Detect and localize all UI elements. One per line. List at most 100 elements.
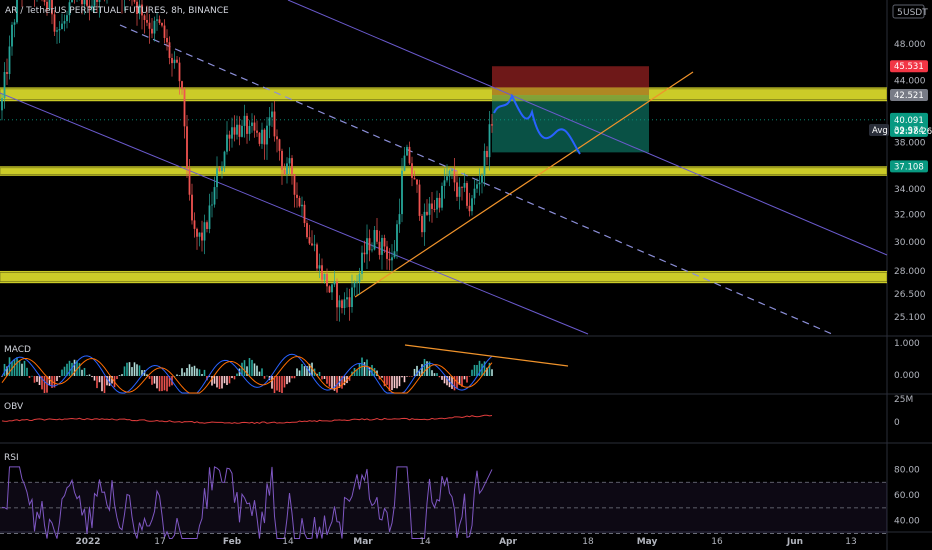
macd-histogram-bar [413,368,416,376]
trend-lines[interactable] [0,0,888,335]
macd-histogram-bar [1,376,3,377]
obv-label: OBV [4,402,24,412]
macd-histogram-bar [256,365,258,376]
candle-body [446,176,448,181]
candle-body [431,203,433,209]
candle-body [391,257,393,261]
time-tick-label: Jun [786,537,803,547]
macd-histogram-bar [3,363,6,376]
macd-histogram-bar [98,376,101,383]
candle-body [411,163,413,178]
candle-body [253,122,256,131]
signal-line [1,356,493,394]
candle-body [401,170,403,215]
macd-histogram-bar [468,376,471,377]
macd-histogram-bar [478,360,481,376]
symbol-title: AR / TetherUS PERPETUAL FUTURES, 8h, BIN… [5,6,229,16]
macd-histogram-bar [223,376,226,384]
time-tick-label: 18 [582,537,594,547]
time-tick-label: 14 [419,537,431,547]
macd-histogram-bar [248,358,251,376]
candle-body [316,244,318,269]
macd-histogram-bar [293,376,296,379]
time-axis[interactable]: 2022 17 Feb 14 Mar 14 Apr 18 May 16 Jun 13 [75,537,856,547]
macd-histogram-bar [181,368,183,376]
candle-body [171,58,173,64]
entry-badge [890,89,928,102]
candle-body [168,42,171,59]
time-tick-label: 14 [282,537,294,547]
macd-histogram-bar [443,376,446,384]
candle-body [293,174,296,195]
candle-body [331,284,333,293]
candle-body [271,111,273,118]
macd-histogram-bar [111,376,113,384]
candle-body [16,0,18,23]
candle-body [231,127,233,139]
macd-histogram-bar [446,376,448,386]
candle-body [1,98,3,111]
candle-body [313,244,316,246]
macd-histogram-bar [333,376,336,391]
macd-histogram-bar [78,363,81,376]
macd-histogram-bar [486,367,488,376]
macd-histogram-bar [143,370,146,376]
macd-histogram-bar [366,359,368,376]
candle-body [66,15,68,22]
macd-histogram-bar [81,369,83,376]
macd-histogram-bar [61,369,63,376]
candle-body [61,23,63,30]
average-value: 39.974 [894,126,924,136]
macd-histogram-bar [156,376,158,389]
candle-body [181,81,183,90]
macd-histogram-bar [213,376,216,384]
candle-body [176,59,178,63]
macd-histogram-bar [31,375,33,377]
macd-histogram-bar [26,367,28,376]
time-tick-label: 13 [845,537,856,547]
candle-body [98,0,101,2]
macd-histogram-bar [288,376,291,383]
candle-body [343,299,346,309]
macd-histogram-bar [246,366,248,376]
macd-histogram-bar [18,360,21,376]
candle-body [296,194,298,198]
time-tick-label: Apr [499,537,517,547]
projected-price-path [493,93,581,155]
macd-histogram-bar [173,375,176,377]
candle-body [421,215,423,233]
candle-body [361,252,363,274]
candle-body [366,238,368,255]
upper-descending-trendline [287,0,888,256]
candle-body [433,208,436,210]
macd-histogram-bar [253,363,256,376]
take-profit-badge [890,160,928,173]
time-tick-label: 2022 [75,537,100,547]
macd-histogram-bar [303,366,306,376]
candle-body [381,237,383,255]
candle-body [286,163,288,175]
macd-histogram-bar [183,372,186,376]
candle-body [348,297,351,308]
macd-histogram-bar [128,362,131,376]
macd-histogram-bar [453,376,456,391]
rsi-tick-label: 40.00 [894,517,920,527]
currency-selector[interactable]: 5 USDT [892,4,928,19]
macd-histogram-bar [296,368,298,376]
currency-prefix: 5 [897,8,903,18]
candle-body [486,150,488,158]
price-tick-label: 26.500 [894,290,926,300]
candle-body [263,129,266,145]
candle-body [463,183,466,188]
time-tick-label: Feb [223,537,242,547]
candle-body [218,168,221,171]
candle-body [371,249,373,251]
macd-histogram-bar [263,376,266,379]
candle-body [438,197,441,208]
macd-histogram-bar [371,364,373,376]
candle-body [208,205,211,229]
macd-histogram-bar [106,376,108,386]
candle-body [278,139,281,151]
macd-histogram-bar [291,376,293,379]
